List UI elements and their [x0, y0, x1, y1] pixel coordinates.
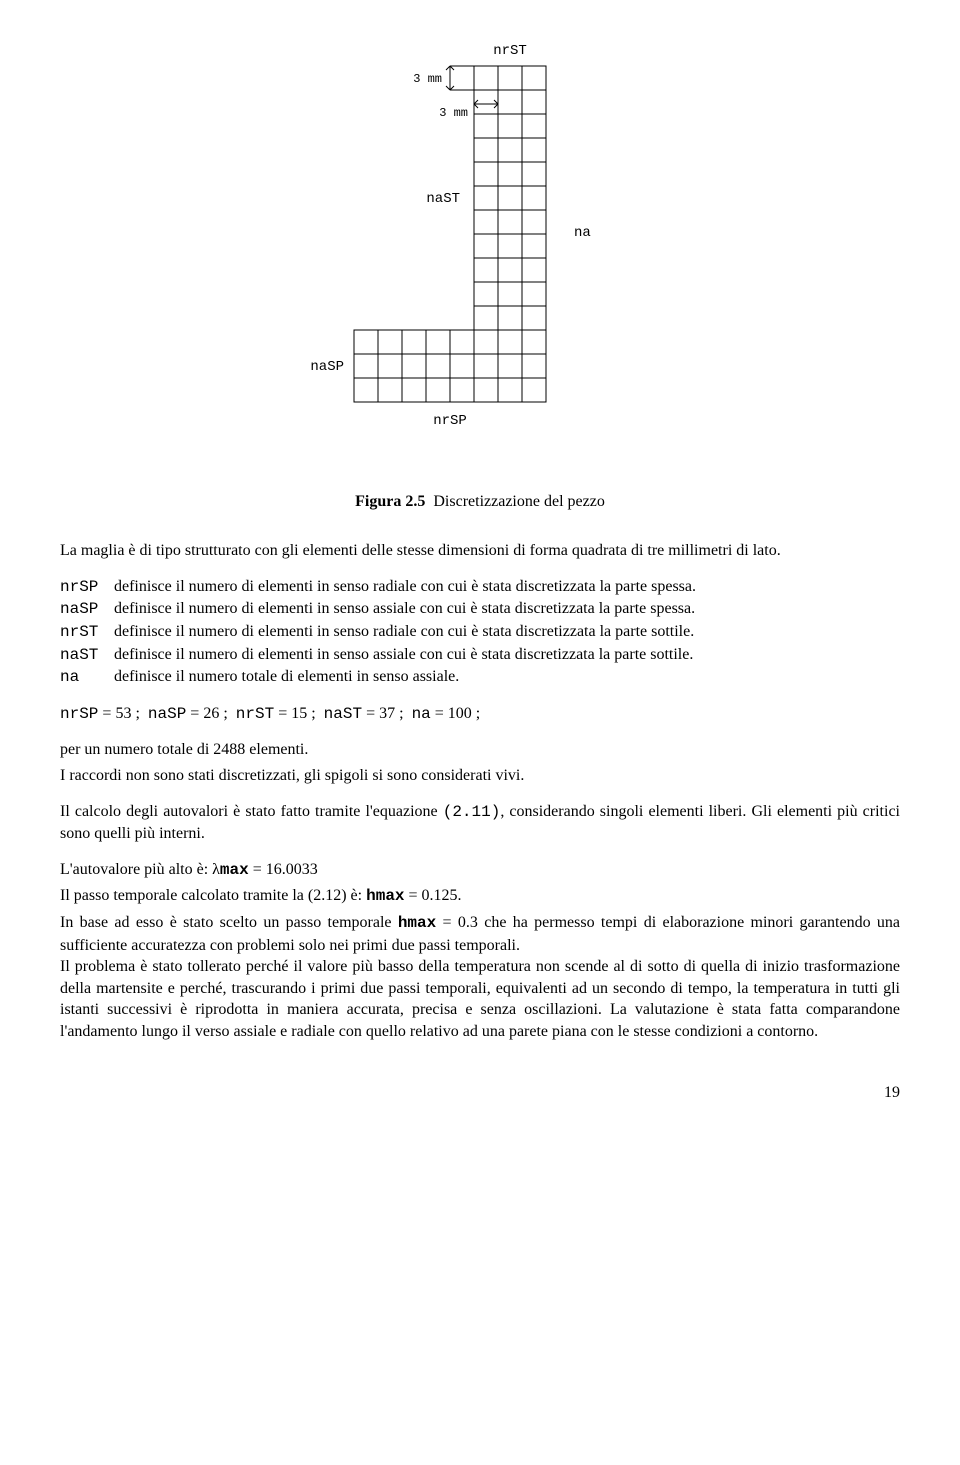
def-text: definisce il numero di elementi in senso…: [114, 621, 900, 643]
label-nrST: nrST: [493, 43, 527, 59]
label-nrSP: nrSP: [433, 413, 467, 429]
page-number: 19: [60, 1082, 900, 1104]
def-row: nrST definisce il numero di elementi in …: [60, 621, 900, 644]
definitions-block: nrSP definisce il numero di elementi in …: [60, 576, 900, 689]
def-text: definisce il numero di elementi in senso…: [114, 576, 900, 598]
label-na: na: [574, 225, 591, 241]
big-paragraph: In base ad esso è stato scelto un passo …: [60, 912, 900, 1043]
def-row: naST definisce il numero di elementi in …: [60, 644, 900, 667]
def-row: na definisce il numero totale di element…: [60, 666, 900, 689]
values-line: nrSP = 53 ; naSP = 26 ; nrST = 15 ; naST…: [60, 703, 900, 726]
caption-text: Discretizzazione del pezzo: [433, 493, 604, 510]
label-naSP: naSP: [310, 359, 344, 375]
def-sym: na: [60, 667, 114, 689]
def-sym: naST: [60, 645, 114, 667]
caption-bold: Figura 2.5: [355, 493, 425, 510]
def-row: naSP definisce il numero di elementi in …: [60, 598, 900, 621]
def-row: nrSP definisce il numero di elementi in …: [60, 576, 900, 599]
def-text: definisce il numero di elementi in senso…: [114, 598, 900, 620]
lambda-line: L'autovalore più alto è: λmax = 16.0033: [60, 859, 900, 882]
def-text: definisce il numero di elementi in senso…: [114, 644, 900, 666]
discretization-diagram: .g { stroke:#000; stroke-width:1; fill:n…: [300, 40, 660, 460]
label-naST: naST: [426, 191, 460, 207]
def-text: definisce il numero totale di elementi i…: [114, 666, 900, 688]
stem-grid: [474, 66, 546, 330]
label-3mm-v: 3 mm: [413, 72, 442, 86]
autovalori-paragraph: Il calcolo degli autovalori è stato fatt…: [60, 801, 900, 845]
foot-grid: [354, 330, 546, 402]
dim-3mm-vertical: [446, 66, 474, 90]
totals-line-2: I raccordi non sono stati discretizzati,…: [60, 765, 900, 787]
label-3mm-h: 3 mm: [439, 106, 468, 120]
dim-3mm-horizontal: [474, 100, 498, 108]
def-sym: nrSP: [60, 577, 114, 599]
figure-caption: Figura 2.5 Discretizzazione del pezzo: [60, 491, 900, 513]
def-sym: nrST: [60, 622, 114, 644]
figure-block: .g { stroke:#000; stroke-width:1; fill:n…: [60, 40, 900, 467]
intro-paragraph: La maglia è di tipo strutturato con gli …: [60, 540, 900, 562]
totals-line-1: per un numero totale di 2488 elementi.: [60, 739, 900, 761]
def-sym: naSP: [60, 599, 114, 621]
passo-line: Il passo temporale calcolato tramite la …: [60, 885, 900, 908]
